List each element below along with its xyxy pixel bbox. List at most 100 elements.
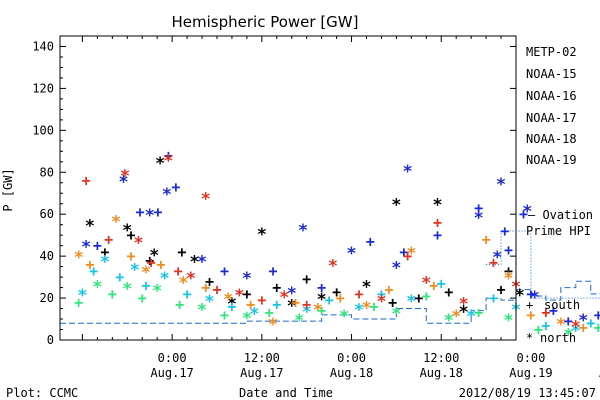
data-point: * [162,185,172,205]
data-point: * [421,273,431,293]
data-point: * [186,269,196,289]
data-point: + [586,314,595,332]
data-point: * [451,307,461,327]
y-tick-label: 40 [40,249,54,263]
axes: 0204060801001201400:00Aug.1712:00Aug.170… [32,35,600,380]
y-tick-label: 60 [40,207,54,221]
legend: METP-02 NOAA-15 NOAA-16 NOAA-17 NOAA-18 … [526,45,593,345]
data-point: * [77,286,87,306]
data-point: + [220,306,229,324]
data-point: * [92,277,102,297]
data-point: + [164,147,173,165]
data-point: + [205,272,214,290]
x-axis-label: Date and Time [239,386,333,400]
x-tick-label-time: 0:00 [337,351,366,365]
data-point: + [153,203,162,221]
data-point: * [118,173,128,193]
data-point: * [492,248,502,268]
data-point: + [141,276,150,294]
data-point: * [459,303,469,323]
legend-north-label: north [540,331,576,345]
data-point: * [120,166,130,186]
data-point: * [313,301,323,321]
data-point: + [429,276,438,294]
data-point: * [391,196,401,216]
data-point: * [328,257,338,277]
legend-noaa-16: NOAA-16 [526,89,577,103]
data-points: +*+**+*+*+*+*+* + *+*+*+*+ *++** +*+ *+* ++* + *… [74,147,600,346]
data-point: * [578,311,588,331]
legend-north-symbol: * [526,331,533,345]
data-point: * [130,261,140,281]
data-point: + [302,295,311,313]
data-point: * [234,286,244,306]
data-point: + [594,306,600,324]
data-point: + [526,306,535,324]
data-point: * [189,252,199,272]
data-point: + [302,270,311,288]
data-point: + [369,297,378,315]
data-point: * [391,259,401,279]
legend-noaa-18: NOAA-18 [526,132,577,146]
y-tick-label: 120 [32,81,54,95]
x-tick-label-date: Aug.17 [150,366,193,380]
legend-noaa-17: NOAA-17 [526,111,577,125]
legend-ovation-line2: Prime HPI [526,224,591,238]
x-tick-label-time: 12:00 [244,351,280,365]
data-point: + [145,251,154,269]
data-point: + [220,262,229,280]
data-point: * [145,206,155,226]
data-point: + [482,230,491,248]
data-point: * [122,221,132,241]
data-point: * [361,298,371,318]
data-point: + [269,262,278,280]
data-point: + [82,172,91,190]
data-point: * [149,246,159,266]
data-point: + [127,226,136,244]
data-point: + [519,205,528,223]
data-point: * [503,311,513,331]
data-point: + [257,291,266,309]
data-point: * [391,305,401,325]
data-point: * [287,284,297,304]
data-point: * [317,290,327,310]
data-point: * [279,288,289,308]
data-point: + [504,241,513,259]
data-point: * [406,292,416,312]
data-point: + [332,283,341,301]
x-tick-label-time: 0:00 [158,351,187,365]
data-point: + [549,302,558,320]
data-point: + [474,199,483,217]
data-point: + [336,289,345,307]
data-point: + [85,256,94,274]
data-point: * [496,175,506,195]
data-point: + [317,279,326,297]
data-point: + [135,203,144,221]
data-point: * [141,263,151,283]
x-tick-label-date: Aug.17 [240,366,283,380]
data-point: + [504,262,513,280]
data-point: + [534,321,543,339]
y-tick-label: 140 [32,39,54,53]
data-point: * [201,189,211,209]
data-point: + [526,285,535,303]
data-point: * [223,290,233,310]
legend-noaa-19: NOAA-19 [526,153,577,167]
data-point: * [376,292,386,312]
x-tick-label-date: Aug.18 [330,366,373,380]
data-point: * [163,152,173,172]
legend-ovation-line1: — Ovation [528,208,593,222]
data-point: + [594,318,600,336]
data-point: + [317,302,326,320]
data-point: + [422,287,431,305]
data-point: * [155,154,165,174]
data-point: * [515,286,525,306]
data-point: * [473,208,483,228]
data-point: * [459,294,469,314]
data-point: * [257,225,267,245]
data-point: + [474,304,483,322]
data-point: + [497,281,506,299]
data-point: + [444,283,453,301]
data-point: * [81,238,91,258]
x-tick-label-date: Aug.18 [420,366,463,380]
